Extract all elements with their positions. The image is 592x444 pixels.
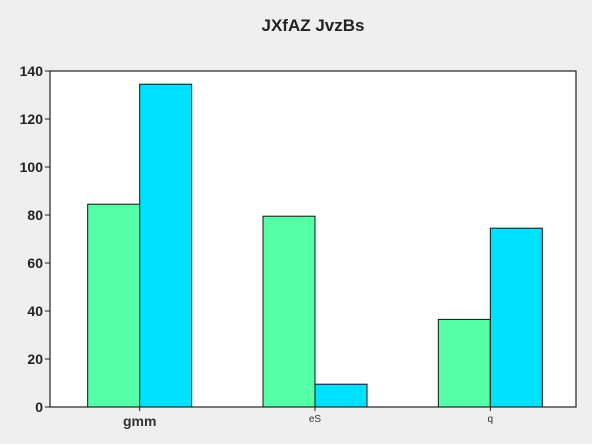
- y-tick-label: 60: [27, 255, 43, 271]
- y-tick-label: 40: [27, 303, 43, 319]
- bar-q-series-2: [489, 227, 543, 408]
- bar-gmm-series-1: [87, 203, 141, 408]
- y-tick-label: 100: [20, 159, 44, 175]
- plot-frame: [49, 70, 577, 408]
- y-tick-label: 140: [20, 63, 44, 79]
- y-tick-label: 120: [20, 111, 44, 127]
- bars-group: [87, 83, 543, 408]
- bar-eS-series-1: [262, 215, 316, 408]
- bar-q-series-1: [437, 318, 491, 408]
- chart-title: JXfAZ JvzBs: [262, 16, 365, 35]
- y-tick-label: 20: [27, 351, 43, 367]
- x-tick-label-eS: eS: [309, 414, 322, 425]
- y-axis: 0 20 40 60 80 100 120 140: [20, 63, 50, 415]
- y-tick-label: 80: [27, 207, 43, 223]
- bar-gmm-series-2: [139, 83, 193, 408]
- x-tick-label-q: q: [488, 414, 494, 425]
- bar-eS-series-2: [314, 383, 368, 408]
- y-tick-label: 0: [35, 399, 43, 415]
- x-axis: gmm eS q: [123, 407, 493, 429]
- x-tick-label-gmm: gmm: [123, 413, 156, 429]
